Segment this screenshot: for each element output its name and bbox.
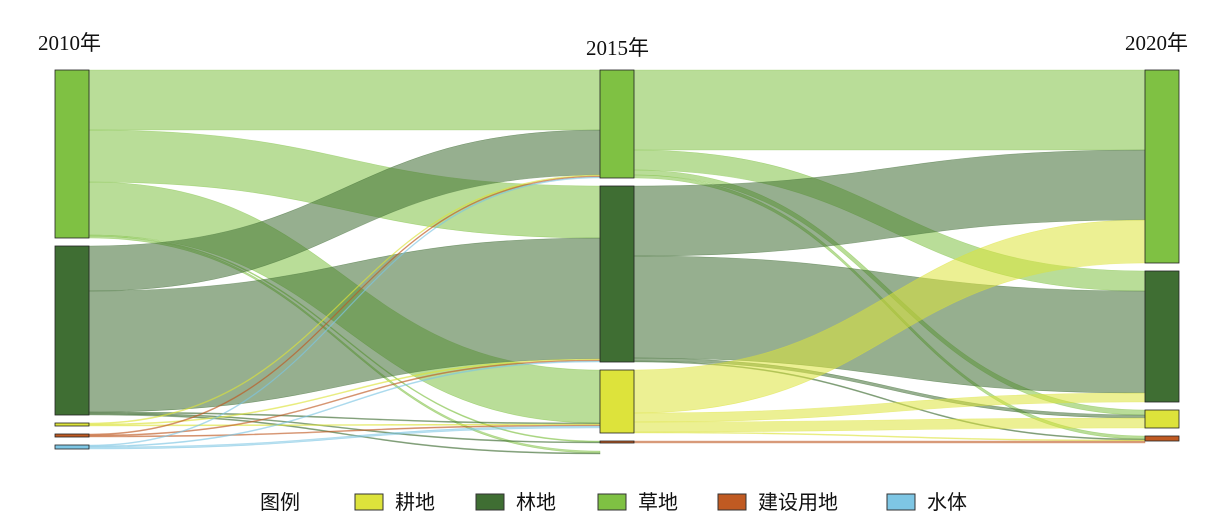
node-1-cultivated — [599, 369, 635, 434]
node-0-construction — [54, 433, 90, 438]
legend-swatch-construction — [717, 493, 747, 511]
flow-0-grassland-to-grassland — [88, 69, 601, 131]
legend: 图例 耕地 林地 草地 建设用地 水体 — [260, 490, 967, 514]
legend-swatch-grassland — [597, 493, 627, 511]
node-2-grassland — [1144, 69, 1180, 264]
sankey-links — [88, 69, 1146, 455]
legend-label-forest: 林地 — [516, 490, 556, 514]
legend-swatch-forest — [475, 493, 505, 511]
legend-label-construction: 建设用地 — [758, 490, 838, 514]
flow-1-grassland-to-grassland — [633, 69, 1146, 151]
legend-label-water: 水体 — [927, 490, 967, 514]
node-0-grassland — [54, 69, 90, 239]
node-1-construction — [599, 440, 635, 444]
legend-swatch-cultivated — [354, 493, 384, 511]
legend-title: 图例 — [260, 490, 300, 514]
year-label-1: 2015年 — [586, 36, 649, 60]
legend-label-grassland: 草地 — [638, 490, 678, 514]
node-2-construction — [1144, 435, 1180, 442]
node-2-forest — [1144, 270, 1180, 403]
sankey-nodes — [54, 69, 1180, 450]
node-1-grassland — [599, 69, 635, 179]
node-2-cultivated — [1144, 409, 1180, 429]
legend-swatch-water — [886, 493, 916, 511]
node-0-forest — [54, 245, 90, 416]
node-1-forest — [599, 185, 635, 363]
node-0-water — [54, 444, 90, 450]
year-label-2: 2020年 — [1125, 31, 1188, 55]
flow-1-construction-to-construction — [633, 440, 1146, 444]
node-0-cultivated — [54, 422, 90, 427]
legend-label-cultivated: 耕地 — [395, 490, 435, 514]
year-label-0: 2010年 — [38, 31, 101, 55]
year-labels: 2010年 2015年 2020年 — [38, 31, 1188, 60]
